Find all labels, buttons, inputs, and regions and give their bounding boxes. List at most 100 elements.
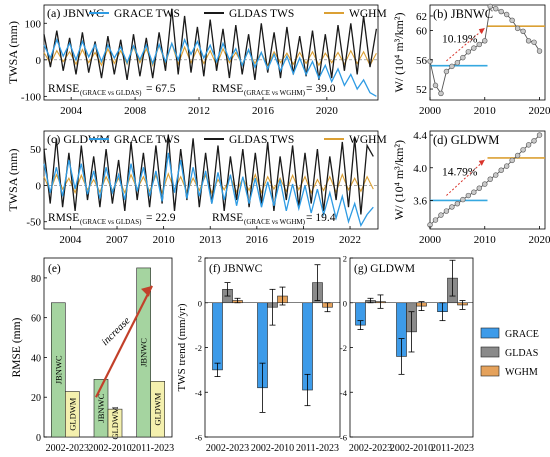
rmse-subscript: (GRACE vs GLDAS) [80, 218, 142, 226]
x-tick-label: 2013 [199, 234, 222, 246]
y-axis-label: TWS trend (mm/yr) [176, 303, 188, 391]
increase-arrow [95, 285, 153, 398]
legend-swatch-wghm [480, 365, 500, 377]
data-point [520, 147, 526, 153]
x-tick-label: 2010 [474, 105, 497, 117]
data-point [493, 5, 499, 12]
change-arrow [446, 27, 486, 62]
y-tick-label: 20 [31, 393, 41, 404]
y-tick-label: -100 [21, 91, 42, 103]
series-line-grace-tws [43, 152, 374, 228]
bar-gldwm [65, 391, 80, 438]
y-tick-label: 0 [36, 433, 41, 444]
legend-label: GRACE TWS [114, 134, 180, 146]
x-tick-label: 2011-2023 [431, 443, 474, 454]
data-point [520, 28, 526, 35]
data-point [503, 11, 510, 18]
data-point [487, 176, 493, 182]
y-tick-label: 50 [30, 144, 42, 156]
y-tick-label: 0 [36, 55, 42, 67]
data-point [531, 39, 537, 45]
data-point [443, 208, 450, 214]
y-tick-label: -4 [195, 388, 203, 398]
legend-label: GRACE TWS [114, 8, 180, 20]
y-tick-label: 52 [416, 84, 427, 96]
y-tick-label: 4.4 [413, 130, 427, 142]
x-tick-label: 2008 [124, 105, 147, 117]
x-tick-label: 2016 [246, 234, 269, 246]
y-tick-label: -6 [195, 433, 202, 443]
series-line-gldas-tws [43, 8, 378, 81]
rmse-subscript: (GRACE vs GLDAS) [80, 89, 142, 97]
bar-label: GLDWM [110, 406, 120, 439]
legend-label: GLDAS [505, 348, 538, 359]
data-point [449, 204, 455, 210]
series-line-gldas-tws [43, 134, 374, 215]
legend-label: GLDAS TWS [229, 8, 294, 20]
data-point [476, 185, 482, 191]
data-point [509, 157, 515, 164]
rmse-subscript: (GRACE vs WGHM) [244, 218, 306, 226]
data-point [525, 38, 532, 44]
x-tick-label: 2019 [292, 234, 315, 246]
bar-label: GLDWM [67, 397, 77, 430]
panel-title: (d) GLDWM [433, 133, 499, 147]
y-tick-label: 0 [36, 180, 42, 192]
x-tick-label: 2004 [59, 234, 82, 246]
y-tick-label: -2 [195, 343, 202, 353]
y-axis-label: W/ (10⁴ m³/km²) [392, 12, 406, 92]
bar-label: GLDWM [153, 392, 163, 425]
data-point [487, 3, 493, 10]
legend-label: GRACE [505, 329, 539, 340]
data-point [498, 8, 504, 15]
data-point [460, 196, 466, 203]
y-axis-label: RMSE (mm) [11, 317, 23, 377]
x-tick-label: 2000 [419, 105, 442, 117]
x-tick-label: 2020 [316, 105, 339, 117]
bar-gldwm [107, 408, 123, 438]
bar-grace [212, 302, 223, 371]
data-point [460, 54, 466, 61]
x-tick-label: 2002-2010 [88, 443, 131, 454]
x-tick-label: 2016 [252, 105, 275, 117]
data-point [482, 38, 488, 44]
panel-c-frame [43, 130, 379, 230]
change-arrow-head [478, 159, 485, 166]
change-arrow [446, 159, 486, 196]
data-point [536, 48, 543, 54]
x-tick-label: 2002-2023 [206, 443, 249, 454]
data-point [438, 212, 444, 218]
change-label: 10.19% [442, 33, 478, 45]
data-point [465, 192, 472, 199]
rmse-label: RMSE [48, 83, 79, 95]
x-tick-label: 2007 [106, 234, 129, 246]
data-point [471, 45, 477, 51]
x-tick-label: 2020 [529, 234, 550, 246]
data-point [454, 200, 461, 207]
x-tick-label: 2002-2023 [46, 443, 89, 454]
y-axis-label: W/ (10⁴ m³/km²) [392, 140, 406, 220]
legend-label: WGHM [349, 8, 387, 20]
legend-swatch-grace [480, 327, 500, 339]
bar-jbnwc [51, 302, 66, 438]
rmse-value: = 19.4 [306, 212, 336, 224]
increase-arrow-head [141, 285, 152, 297]
data-point [476, 41, 482, 48]
bar-label: JBNWC [96, 393, 106, 422]
y-tick-label: 4.0 [413, 163, 427, 175]
x-tick-label: 2011-2023 [131, 443, 174, 454]
panel-title: (g) GLDWM [354, 263, 415, 275]
change-arrow-head [478, 28, 485, 35]
data-point [443, 68, 450, 75]
panel-title: (f) JBNWC [209, 263, 263, 275]
rmse-value: = 67.5 [146, 83, 176, 95]
x-tick-label: 2002-2010 [390, 443, 433, 454]
data-point [465, 49, 472, 55]
y-tick-label: 2 [198, 254, 202, 264]
series-line-grace-tws [43, 37, 377, 97]
legend-swatch-gldas [480, 346, 500, 358]
x-tick-label: 2000 [419, 234, 442, 246]
panel-title: (b) JBNWC [433, 7, 493, 21]
bar-label: JBNWC [139, 338, 149, 367]
y-tick-label: 100 [25, 18, 42, 30]
